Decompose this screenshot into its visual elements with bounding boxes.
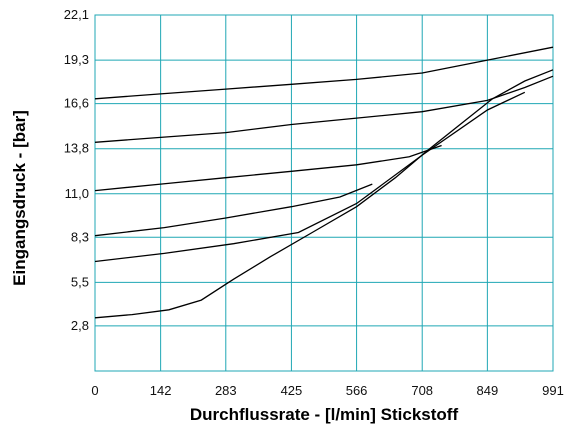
series-line-4 bbox=[94, 144, 442, 192]
x-axis-label: Durchflussrate - [l/min] Stickstoff bbox=[190, 405, 459, 424]
series-line-2 bbox=[94, 91, 526, 263]
y-tick-label: 8,3 bbox=[71, 229, 89, 244]
x-tick-label: 0 bbox=[91, 383, 98, 398]
x-tick-label: 991 bbox=[542, 383, 564, 398]
y-tick-label: 11,0 bbox=[65, 186, 89, 201]
y-tick-label: 2,8 bbox=[71, 318, 89, 333]
y-axis-label: Eingangsdruck - [bar] bbox=[10, 110, 29, 286]
x-tick-label: 566 bbox=[346, 383, 368, 398]
x-axis-ticks: 0 142 283 425 566 708 849 991 bbox=[91, 383, 563, 398]
y-tick-label: 16,6 bbox=[64, 96, 89, 111]
series-line-6 bbox=[94, 46, 554, 100]
x-tick-label: 425 bbox=[281, 383, 303, 398]
series-line-3 bbox=[94, 183, 373, 237]
y-tick-label: 22,1 bbox=[64, 7, 89, 22]
y-axis-ticks: 2,8 5,5 8,3 11,0 13,8 16,6 19,3 22,1 bbox=[64, 7, 89, 333]
series-layer bbox=[94, 46, 554, 319]
plot-frame bbox=[94, 14, 554, 372]
x-tick-label: 849 bbox=[477, 383, 499, 398]
series-line-1 bbox=[94, 69, 554, 319]
series-line-5 bbox=[94, 75, 554, 143]
y-tick-label: 5,5 bbox=[71, 274, 89, 289]
y-tick-label: 13,8 bbox=[64, 141, 89, 156]
x-tick-label: 283 bbox=[215, 383, 237, 398]
x-tick-label: 142 bbox=[150, 383, 172, 398]
y-tick-label: 19,3 bbox=[64, 52, 89, 67]
grid bbox=[95, 15, 553, 371]
x-tick-label: 708 bbox=[411, 383, 433, 398]
